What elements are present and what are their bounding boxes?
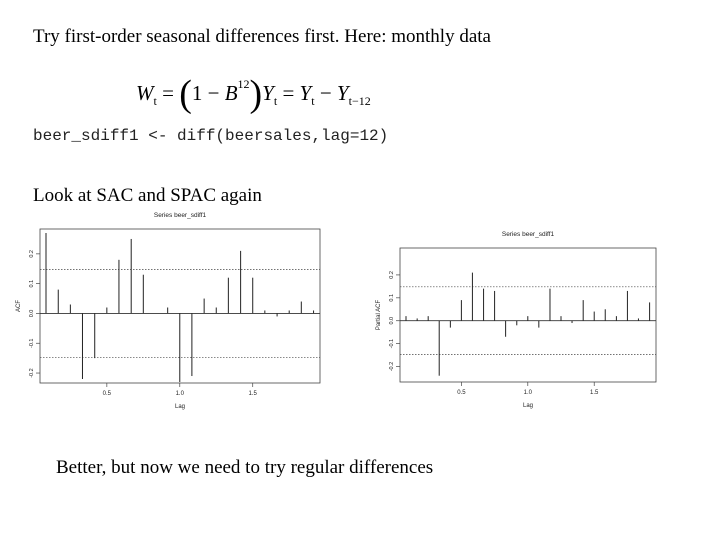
formula-one-minus: 1 −: [191, 81, 225, 105]
formula-equals-2: =: [282, 81, 295, 105]
y-tick-label: -0.1: [29, 339, 35, 348]
x-axis-label: Lag: [175, 404, 185, 410]
y-tick-label: 0.2: [29, 250, 35, 258]
formula-y2: Y: [299, 81, 312, 105]
y-tick-label: -0.2: [389, 362, 395, 371]
y-tick-label: 0.2: [389, 271, 395, 279]
formula-close-paren: ): [249, 73, 263, 115]
formula-y1: Y: [262, 81, 274, 105]
y-axis-label: Partial ACF: [376, 299, 382, 330]
formula-lhs: W: [136, 81, 154, 105]
look-text: Look at SAC and SPAC again: [33, 185, 262, 206]
x-axis-label: Lag: [523, 403, 533, 409]
chart-title: Series beer_sdiff1: [154, 212, 207, 219]
x-tick-label: 0.5: [103, 391, 112, 397]
formula-backshift-power: 12: [237, 77, 250, 91]
formula-y1-sub: t: [273, 94, 278, 108]
y-axis-label: ACF: [16, 300, 22, 312]
formula-y2-sub: t: [311, 94, 315, 108]
formula-open-paren: (: [179, 73, 192, 115]
formula-y3-sub: t−12: [348, 94, 371, 108]
y-tick-label: 0.0: [29, 310, 35, 318]
x-tick-label: 1.5: [590, 390, 599, 396]
x-tick-label: 1.5: [249, 391, 258, 397]
r-code-line: beer_sdiff1 <- diff(beersales,lag=12): [33, 127, 389, 145]
intro-text: Try first-order seasonal differences fir…: [33, 26, 491, 47]
conclusion-text: Better, but now we need to try regular d…: [56, 457, 434, 478]
formula-equals: =: [162, 81, 174, 105]
formula-y3: Y: [336, 81, 349, 105]
seasonal-difference-formula: Wt = (1 − B12)Yt = Yt − Yt−12: [136, 66, 371, 115]
y-tick-label: -0.1: [389, 339, 395, 348]
y-tick-label: 0.1: [389, 294, 395, 302]
y-tick-label: -0.2: [29, 368, 35, 377]
formula-backshift: B: [224, 81, 238, 105]
chart-title: Series beer_sdiff1: [502, 231, 555, 238]
x-tick-label: 0.5: [457, 390, 466, 396]
acf-chart: Series beer_sdiff1 0.5 1.0 1.5 -0.2 -0.1 0.0 0.…: [16, 212, 321, 410]
plot-frame: [399, 247, 657, 383]
formula-lhs-sub: t: [153, 94, 157, 108]
x-tick-label: 1.0: [524, 390, 533, 396]
x-tick-label: 1.0: [176, 391, 185, 397]
formula-minus: −: [319, 81, 332, 105]
y-tick-label: 0.0: [389, 317, 395, 325]
pacf-chart: Series beer_sdiff1 0.5 1.0 1.5 -0.2 -0.1 0.0 0.…: [376, 231, 657, 409]
y-tick-label: 0.1: [29, 280, 35, 288]
